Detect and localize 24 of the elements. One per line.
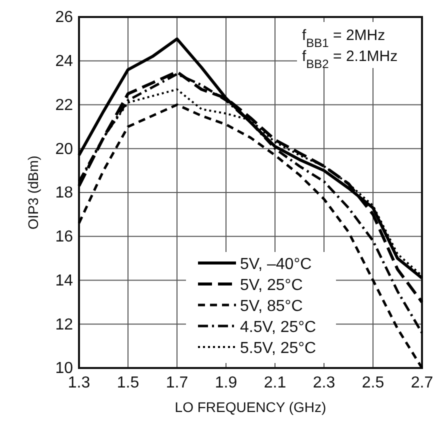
x-tick-label: 2.7 [410,374,434,392]
x-tick-label: 1.5 [116,374,140,392]
x-tick-label: 2.5 [362,374,384,392]
legend-label: 4.5V, 25°C [240,319,316,336]
legend-label: 5V, 25°C [240,277,303,294]
x-tick-label: 1.9 [214,374,238,392]
y-tick-label: 16 [55,228,74,246]
legend-label: 5.5V, 25°C [240,340,316,357]
annotation: f$_{BB2}$ = 2.1MHz [302,48,398,71]
y-axis-title: OIP3 (dBm) [25,156,41,230]
x-axis-title: LO FREQUENCY (GHz) [174,399,326,415]
y-tick-label: 24 [55,52,74,70]
legend-label: 5V, –40°C [240,256,312,273]
y-tick-label: 18 [55,184,74,202]
x-tick-label: 1.7 [166,374,188,392]
y-tick-label: 22 [55,96,74,114]
annotation: f$_{BB1}$ = 2MHz [302,27,386,50]
legend-label: 5V, 85°C [240,298,303,315]
y-tick-label: 12 [55,316,74,334]
x-tick-label: 2.1 [264,374,286,392]
y-tick-label: 14 [55,272,74,290]
y-tick-label: 20 [55,140,74,158]
x-tick-label: 2.3 [312,374,336,392]
y-tick-label: 26 [55,9,74,26]
